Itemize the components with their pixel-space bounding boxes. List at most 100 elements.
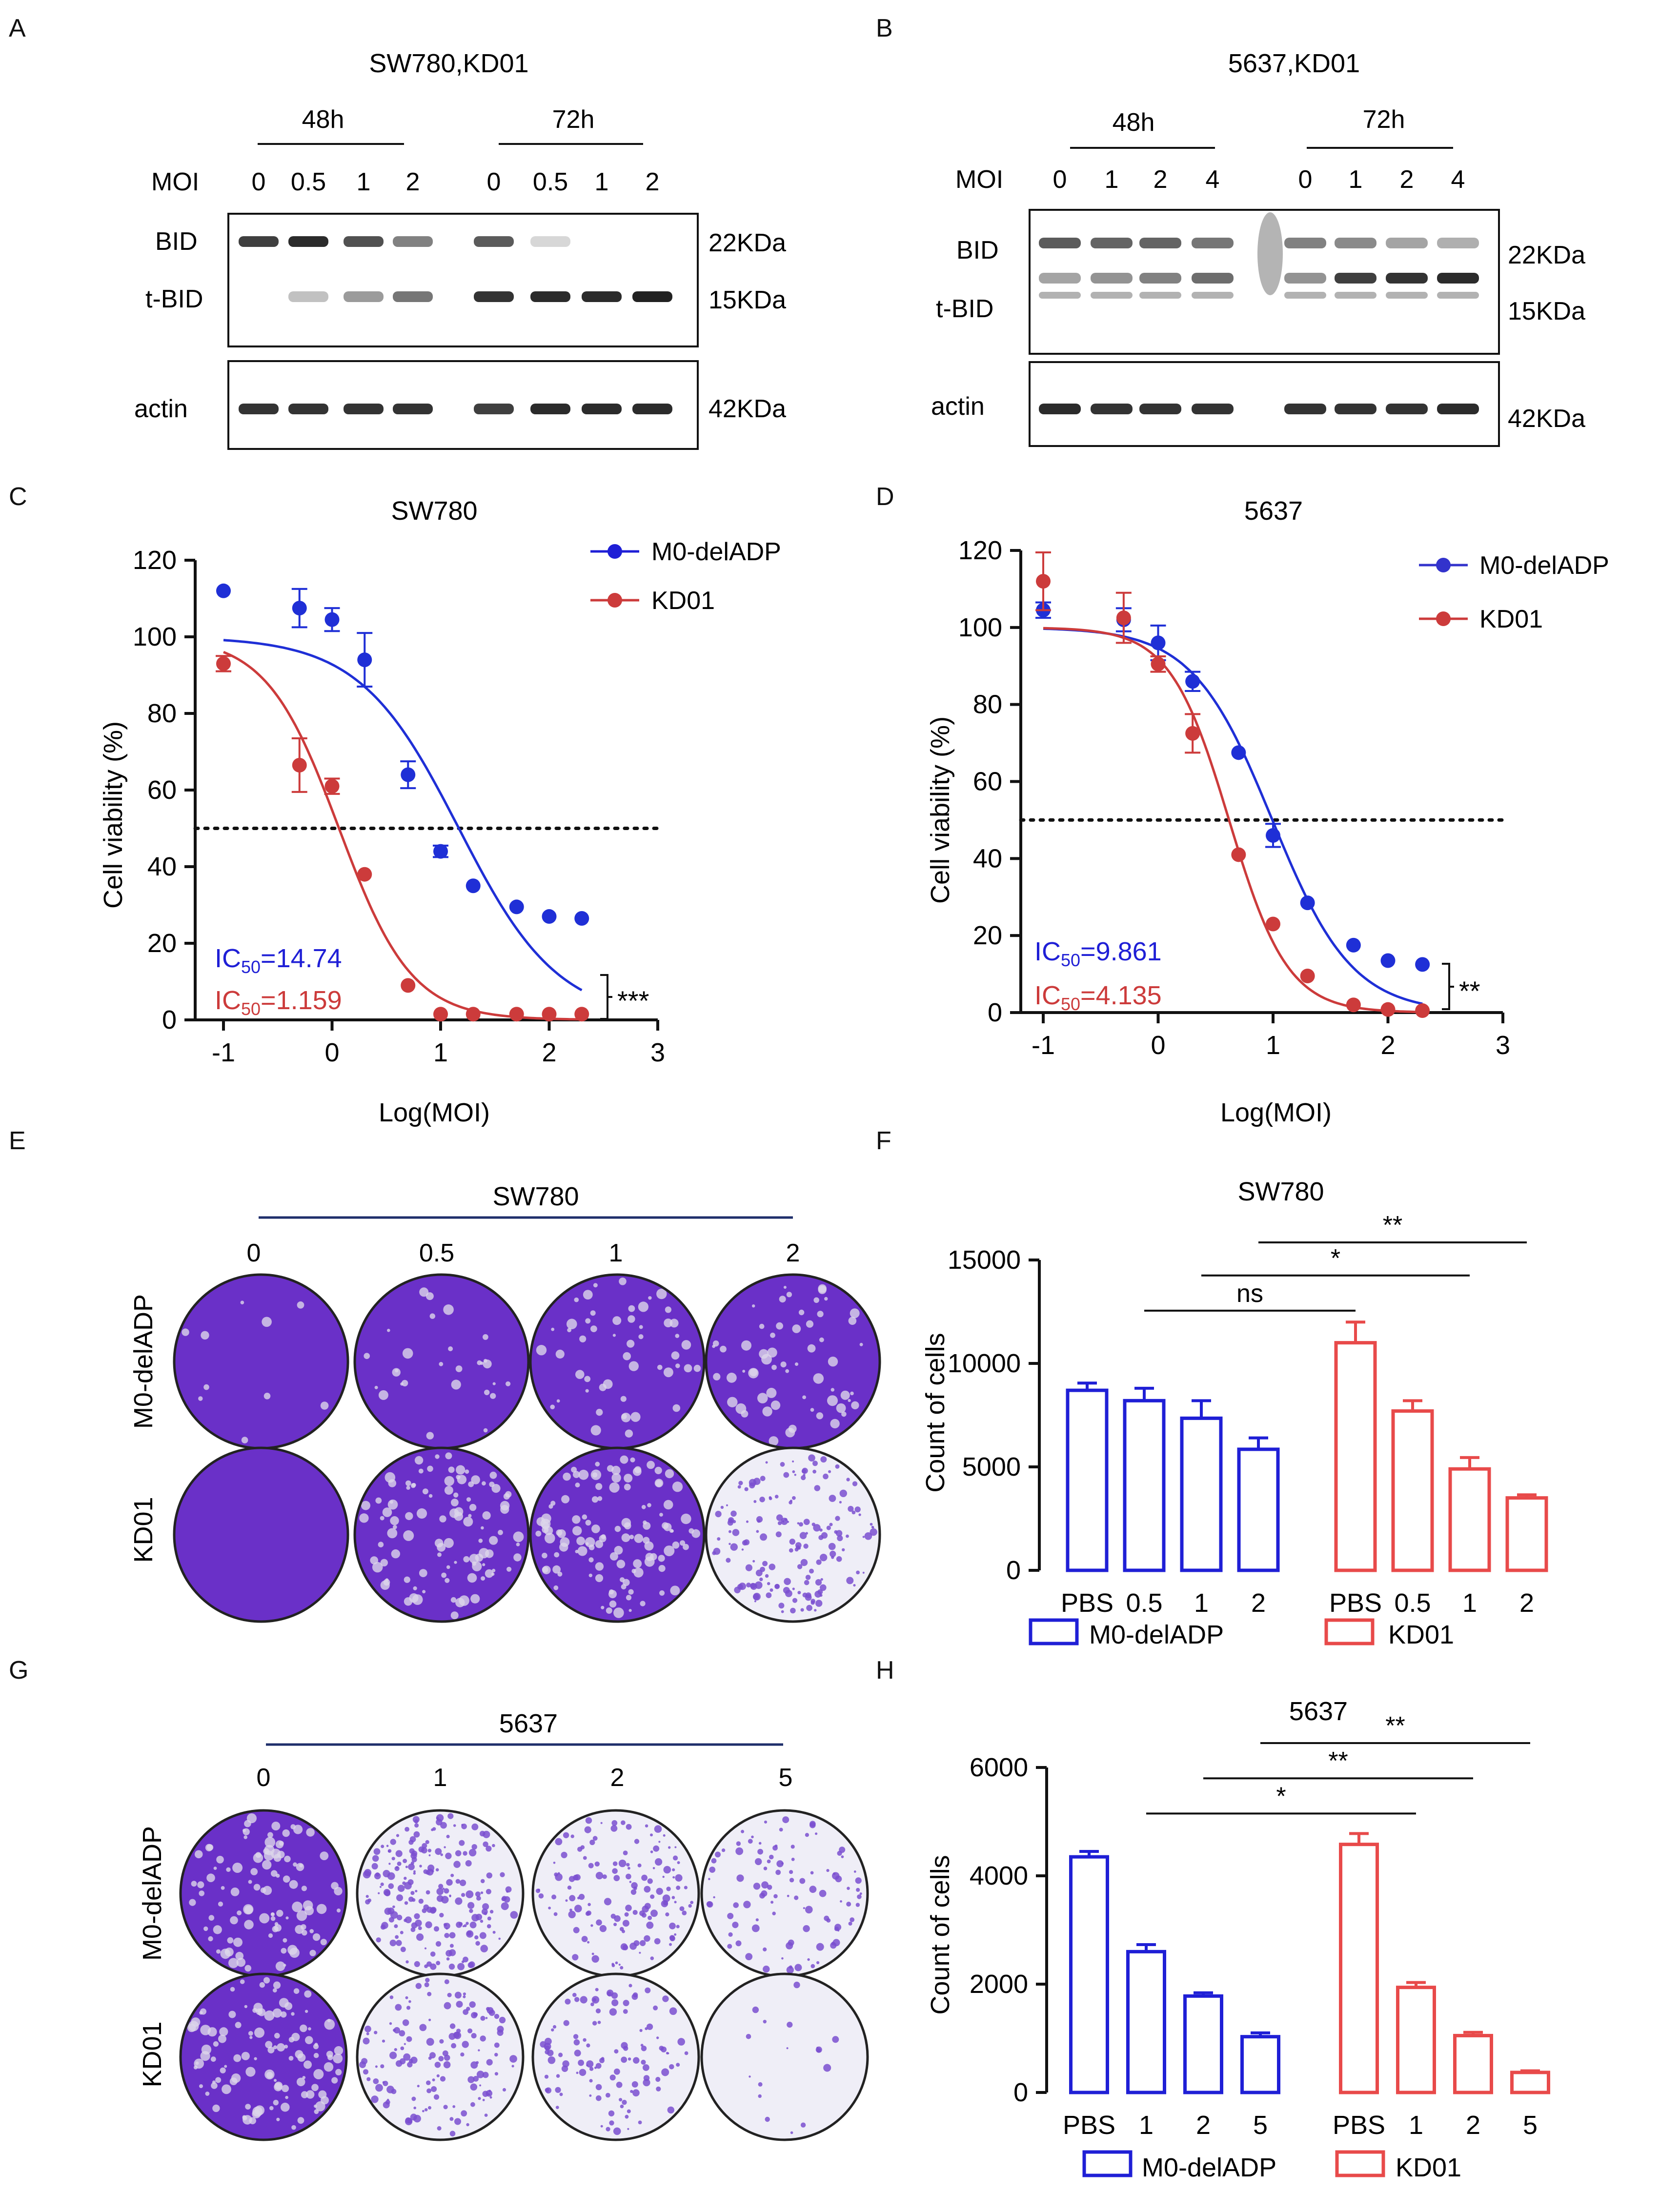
colony [467, 2028, 473, 2033]
colony [469, 2001, 476, 2008]
bid-band [530, 236, 570, 247]
colony [449, 2023, 456, 2029]
colony [819, 1594, 823, 1597]
cleared-spot [422, 1590, 426, 1594]
cleared-spot [449, 1508, 459, 1518]
cleared-spot [203, 1926, 208, 1931]
colony [475, 1941, 480, 1946]
colony [752, 1560, 755, 1563]
cleared-spot [392, 1525, 397, 1529]
colony [396, 1914, 403, 1921]
cleared-spot [628, 1609, 632, 1612]
well-background [530, 1275, 704, 1448]
colony [653, 1845, 660, 1852]
data-point [357, 652, 372, 668]
y-tick-label: 120 [133, 546, 177, 575]
colony [809, 1886, 817, 1893]
colony [852, 1481, 858, 1486]
colony [547, 2056, 556, 2064]
cleared-spot [830, 1388, 835, 1392]
cleared-spot [240, 1979, 245, 1984]
cleared-spot [236, 1958, 246, 1967]
colony [835, 1516, 840, 1521]
plate-g-cell-line: 5637 [499, 1709, 558, 1738]
colony [855, 1877, 862, 1884]
cleared-spot [505, 1491, 512, 1498]
colony [612, 1868, 618, 1874]
colony [400, 2046, 405, 2051]
colony [586, 2064, 588, 2067]
cleared-spot [623, 1352, 631, 1360]
colony [443, 2061, 451, 2069]
colony [676, 2063, 680, 2067]
blot-b-moi: 4 [1206, 165, 1220, 194]
cleared-spot [273, 1854, 282, 1862]
colony [616, 2081, 623, 2088]
colony [403, 2053, 411, 2061]
colony [712, 1551, 716, 1555]
x-tick-label: PBS [1333, 2111, 1385, 2140]
colony [756, 1516, 763, 1523]
cleared-spot [595, 1562, 604, 1571]
cleared-spot [655, 1480, 663, 1487]
colony [427, 1848, 432, 1852]
cleared-spot [500, 1501, 510, 1511]
cleared-spot [672, 1482, 683, 1492]
colony [595, 2008, 601, 2013]
colony [449, 1944, 454, 1948]
colony [663, 1866, 671, 1874]
colony [502, 2088, 506, 2092]
colony [573, 2034, 579, 2039]
colony [626, 1863, 630, 1867]
colony [585, 1911, 590, 1916]
colony [814, 1485, 821, 1491]
cleared-spot [455, 1365, 463, 1372]
cleared-spot [336, 1909, 341, 1913]
cleared-spot [413, 1586, 417, 1590]
colony [614, 2068, 620, 2075]
colony [572, 1992, 577, 1997]
colony [800, 2122, 806, 2128]
colony [366, 2032, 369, 2035]
colony [444, 1933, 449, 1938]
colony [413, 1872, 416, 1875]
colony [621, 2056, 627, 2063]
cleared-spot [213, 2041, 219, 2047]
colony [568, 1876, 575, 1882]
cleared-spot [590, 1425, 601, 1436]
cleared-spot [463, 1556, 470, 1563]
colony [382, 2081, 385, 2084]
colony [829, 1495, 836, 1502]
colony [623, 1850, 628, 1856]
chart-d-xlabel: Log(MOI) [1220, 1098, 1332, 1127]
colony [621, 1820, 626, 1825]
cleared-spot [657, 1364, 663, 1370]
colony [406, 2006, 411, 2010]
cleared-spot [479, 1548, 489, 1559]
cleared-spot [813, 1373, 824, 1384]
colony [451, 2043, 456, 2049]
colony [580, 1996, 587, 2004]
colony [614, 2049, 619, 2054]
data-point [509, 1007, 524, 1022]
colony [815, 1832, 818, 1835]
colony [405, 1916, 412, 1924]
cleared-spot [207, 2027, 217, 2037]
colony [854, 1506, 861, 1513]
cleared-spot [303, 1900, 313, 1910]
colony [613, 1875, 620, 1882]
well [356, 1972, 525, 2141]
cleared-spot [671, 1351, 680, 1360]
colony [480, 1945, 488, 1952]
cleared-spot [211, 2082, 218, 2089]
error-bar [1249, 1436, 1268, 1449]
colony [432, 1908, 435, 1911]
bid-band [344, 236, 384, 247]
colony [411, 1850, 418, 1857]
cleared-spot [840, 1390, 850, 1400]
chart-f-ylabel: Count of cells [921, 1333, 950, 1492]
cleared-spot [302, 2076, 306, 2079]
y-tick-label: 20 [147, 929, 177, 958]
